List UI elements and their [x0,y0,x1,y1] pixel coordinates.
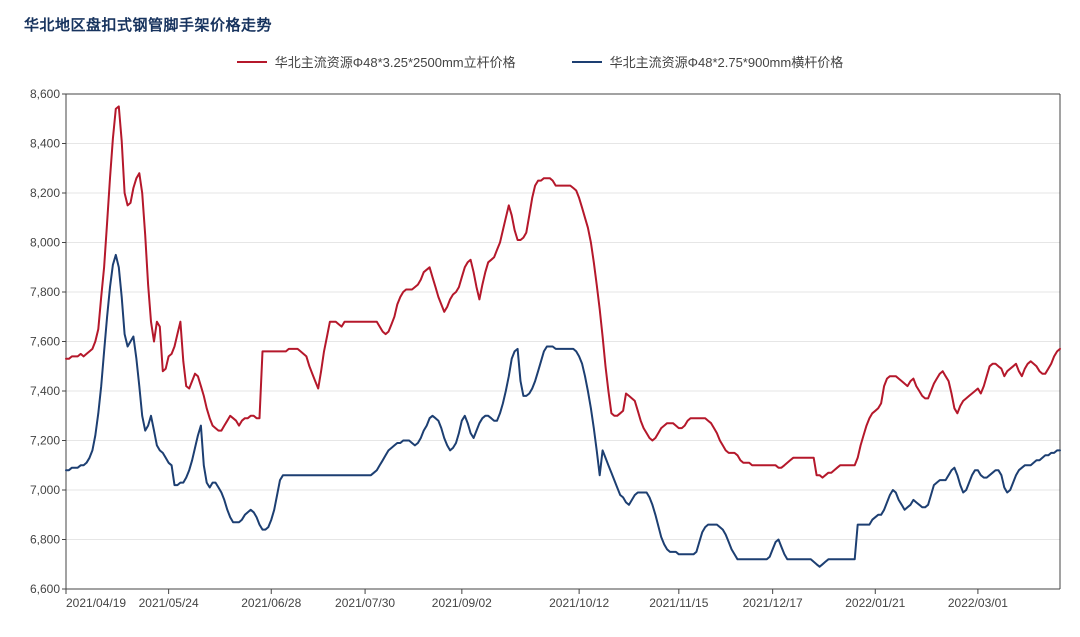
x-axis-label: 2022/01/21 [845,596,905,610]
x-axis-label: 2021/09/02 [432,596,492,610]
legend: 华北主流资源Φ48*3.25*2500mm立杆价格 华北主流资源Φ48*2.75… [0,52,1080,71]
x-axis-label: 2022/03/01 [948,596,1008,610]
y-axis-label: 7,200 [30,434,60,448]
y-axis-label: 8,000 [30,236,60,250]
legend-label-red: 华北主流资源Φ48*3.25*2500mm立杆价格 [275,52,516,71]
y-axis-label: 7,800 [30,285,60,299]
chart-plot-area: 6,600 6,800 7,000 7,200 7,400 7,600 7,800 8,000… [18,88,1070,619]
y-axis-label: 8,200 [30,186,60,200]
chart-title: 华北地区盘扣式钢管脚手架价格走势 [24,14,272,35]
legend-item-red: 华北主流资源Φ48*3.25*2500mm立杆价格 [237,52,516,71]
legend-swatch-red [237,61,267,63]
y-axis-label: 7,000 [30,483,60,497]
legend-label-blue: 华北主流资源Φ48*2.75*900mm横杆价格 [610,52,844,71]
chart-svg: 6,600 6,800 7,000 7,200 7,400 7,600 7,800 8,000… [18,88,1070,619]
legend-item-blue: 华北主流资源Φ48*2.75*900mm横杆价格 [572,52,844,71]
y-axis-label: 8,600 [30,88,60,101]
x-axis-label: 2021/10/12 [549,596,609,610]
x-axis-label: 2021/11/15 [649,596,708,610]
x-axis-label: 2021/07/30 [335,596,395,610]
y-axis-label: 7,400 [30,384,60,398]
x-axis-label: 2021/04/19 [66,596,126,610]
y-axis-label: 7,600 [30,335,60,349]
x-axis-label: 2021/06/28 [241,596,301,610]
series-line-blue [66,255,1060,567]
x-axis-label: 2021/05/24 [139,596,199,610]
y-axis-label: 6,600 [30,582,60,596]
x-axis-label: 2021/12/17 [743,596,803,610]
y-axis-label: 8,400 [30,137,60,151]
legend-swatch-blue [572,61,602,63]
y-axis-label: 6,800 [30,533,60,547]
